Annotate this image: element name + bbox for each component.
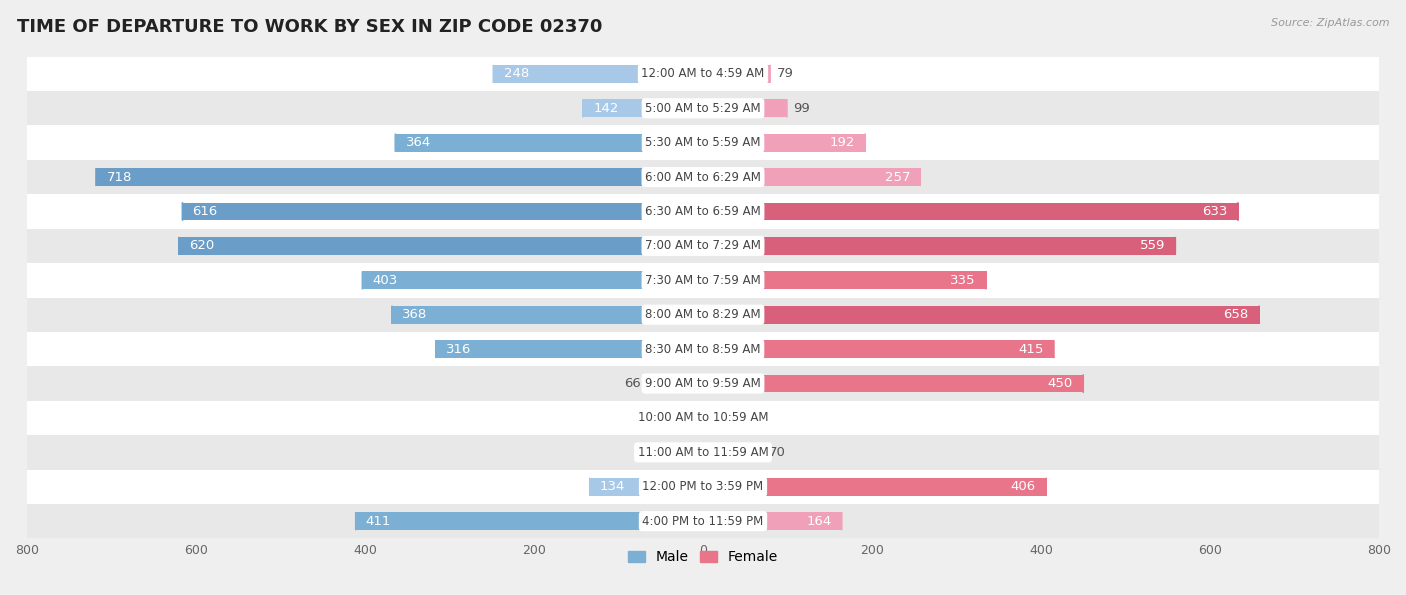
- Bar: [703, 409, 718, 427]
- Text: 248: 248: [503, 67, 529, 80]
- Bar: [703, 237, 1175, 255]
- Text: 10:00 AM to 10:59 AM: 10:00 AM to 10:59 AM: [638, 412, 768, 424]
- Text: 99: 99: [793, 102, 810, 115]
- Bar: [27, 160, 1379, 195]
- Bar: [703, 202, 1237, 220]
- Text: 79: 79: [776, 67, 793, 80]
- Bar: [27, 367, 1379, 401]
- Text: 12:00 PM to 3:59 PM: 12:00 PM to 3:59 PM: [643, 480, 763, 493]
- Text: 718: 718: [107, 171, 132, 184]
- Text: 0: 0: [688, 412, 696, 424]
- Bar: [27, 298, 1379, 332]
- Bar: [27, 126, 1379, 160]
- Text: 18: 18: [725, 412, 742, 424]
- Bar: [703, 375, 1083, 393]
- Text: 4:00 PM to 11:59 PM: 4:00 PM to 11:59 PM: [643, 515, 763, 528]
- Bar: [27, 435, 1379, 469]
- Text: 8:00 AM to 8:29 AM: 8:00 AM to 8:29 AM: [645, 308, 761, 321]
- Bar: [589, 478, 703, 496]
- Bar: [703, 306, 1258, 324]
- Text: 7:30 AM to 7:59 AM: 7:30 AM to 7:59 AM: [645, 274, 761, 287]
- Text: 364: 364: [405, 136, 430, 149]
- Text: 164: 164: [806, 515, 831, 528]
- Text: 70: 70: [769, 446, 786, 459]
- Text: 616: 616: [193, 205, 218, 218]
- Bar: [703, 168, 920, 186]
- Bar: [27, 332, 1379, 367]
- Text: 5:30 AM to 5:59 AM: 5:30 AM to 5:59 AM: [645, 136, 761, 149]
- Text: 620: 620: [190, 239, 215, 252]
- Text: 316: 316: [446, 343, 471, 356]
- Text: 11:00 AM to 11:59 AM: 11:00 AM to 11:59 AM: [638, 446, 768, 459]
- Bar: [703, 443, 762, 461]
- Bar: [27, 228, 1379, 263]
- Bar: [703, 512, 842, 530]
- Legend: Male, Female: Male, Female: [623, 545, 783, 570]
- Bar: [363, 271, 703, 289]
- Text: 134: 134: [600, 480, 626, 493]
- Bar: [27, 57, 1379, 91]
- Text: 6:00 AM to 6:29 AM: 6:00 AM to 6:29 AM: [645, 171, 761, 184]
- Bar: [392, 306, 703, 324]
- Text: 9:00 AM to 9:59 AM: 9:00 AM to 9:59 AM: [645, 377, 761, 390]
- Text: 368: 368: [402, 308, 427, 321]
- Bar: [703, 478, 1046, 496]
- Bar: [436, 340, 703, 358]
- Bar: [356, 512, 703, 530]
- Text: 1: 1: [688, 446, 696, 459]
- Text: 66: 66: [624, 377, 641, 390]
- Bar: [494, 65, 703, 83]
- Bar: [395, 134, 703, 152]
- Bar: [703, 340, 1053, 358]
- Text: TIME OF DEPARTURE TO WORK BY SEX IN ZIP CODE 02370: TIME OF DEPARTURE TO WORK BY SEX IN ZIP …: [17, 18, 602, 36]
- Text: 658: 658: [1223, 308, 1249, 321]
- Text: 633: 633: [1202, 205, 1227, 218]
- Bar: [27, 504, 1379, 538]
- Text: 415: 415: [1018, 343, 1043, 356]
- Bar: [703, 65, 769, 83]
- Bar: [27, 263, 1379, 298]
- Text: 5:00 AM to 5:29 AM: 5:00 AM to 5:29 AM: [645, 102, 761, 115]
- Text: 142: 142: [593, 102, 619, 115]
- Bar: [703, 134, 865, 152]
- Text: 411: 411: [366, 515, 391, 528]
- Bar: [703, 271, 986, 289]
- Bar: [703, 99, 786, 117]
- Bar: [27, 91, 1379, 126]
- Text: 6:30 AM to 6:59 AM: 6:30 AM to 6:59 AM: [645, 205, 761, 218]
- Text: 12:00 AM to 4:59 AM: 12:00 AM to 4:59 AM: [641, 67, 765, 80]
- Bar: [96, 168, 703, 186]
- Text: 8:30 AM to 8:59 AM: 8:30 AM to 8:59 AM: [645, 343, 761, 356]
- Bar: [583, 99, 703, 117]
- Bar: [183, 202, 703, 220]
- Bar: [27, 195, 1379, 228]
- Bar: [27, 469, 1379, 504]
- Text: 257: 257: [884, 171, 910, 184]
- Text: 335: 335: [950, 274, 976, 287]
- Text: 406: 406: [1011, 480, 1036, 493]
- Text: 450: 450: [1047, 377, 1073, 390]
- Bar: [27, 401, 1379, 435]
- Bar: [647, 375, 703, 393]
- Text: 7:00 AM to 7:29 AM: 7:00 AM to 7:29 AM: [645, 239, 761, 252]
- Text: 192: 192: [830, 136, 855, 149]
- Text: Source: ZipAtlas.com: Source: ZipAtlas.com: [1271, 18, 1389, 28]
- Bar: [179, 237, 703, 255]
- Text: 559: 559: [1140, 239, 1166, 252]
- Text: 403: 403: [373, 274, 398, 287]
